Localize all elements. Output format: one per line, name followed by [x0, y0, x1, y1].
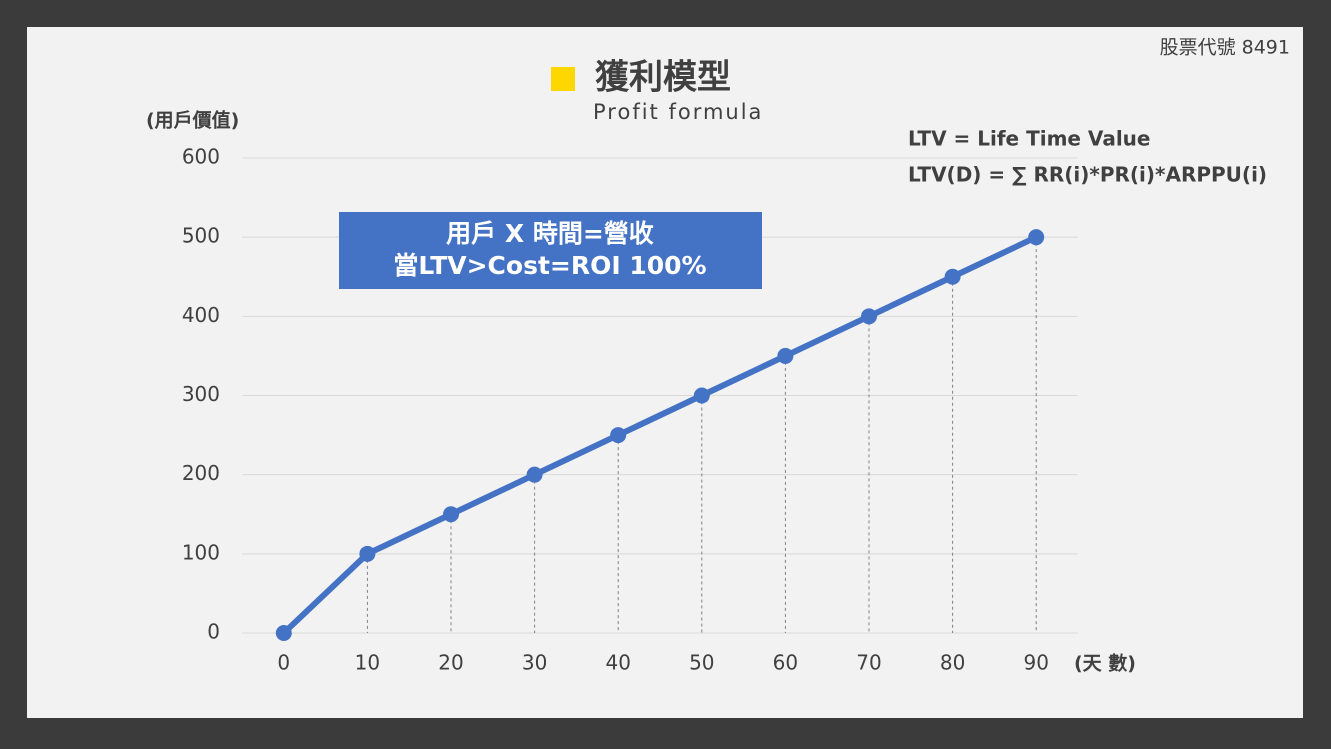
chart-title: 獲利模型 [595, 58, 731, 98]
x-tick-label: 50 [689, 651, 714, 675]
x-tick-label: 30 [522, 651, 547, 675]
callout-text: 用戶 X 時間=營收 [446, 219, 654, 248]
x-tick-label: 10 [355, 651, 380, 675]
y-tick-label: 0 [207, 620, 220, 644]
title-bullet [551, 67, 575, 91]
point [944, 268, 961, 285]
y-tick-label: 400 [182, 303, 220, 327]
series-line [281, 234, 1038, 636]
callout-text: 當LTV>Cost=ROI 100% [393, 251, 706, 280]
point [275, 625, 292, 641]
x-tick-label: 90 [1023, 651, 1048, 675]
slide [27, 27, 1303, 718]
point [610, 427, 627, 444]
x-tick-label: 70 [856, 651, 881, 675]
chart-subtitle: Profit formula [593, 100, 763, 124]
x-tick-label: 80 [940, 651, 965, 675]
y-tick-label: 600 [182, 145, 220, 169]
formula: LTV = Life Time Value [908, 127, 1150, 151]
point [861, 308, 877, 325]
x-axis-label: (天 數) [1074, 653, 1136, 675]
y-axis-label: (用戶價值) [146, 109, 239, 132]
formula: LTV(D) = ∑ RR(i)*PR(i)*ARPPU(i) [908, 163, 1267, 187]
y-tick-label: 200 [182, 461, 220, 485]
point [443, 506, 459, 523]
x-tick-label: 0 [277, 651, 290, 675]
point [777, 347, 794, 364]
point [359, 545, 376, 562]
x-tick-label: 20 [438, 651, 463, 675]
point [1028, 229, 1045, 246]
point [526, 466, 543, 483]
y-tick-label: 300 [182, 382, 220, 406]
callout-box [339, 212, 762, 289]
y-tick-label: 500 [182, 224, 220, 248]
x-tick-label: 40 [605, 651, 630, 675]
point [693, 387, 710, 404]
x-tick-label: 60 [773, 651, 798, 675]
corner-note: 股票代號 8491 [1160, 37, 1290, 59]
y-tick-label: 100 [182, 540, 220, 564]
